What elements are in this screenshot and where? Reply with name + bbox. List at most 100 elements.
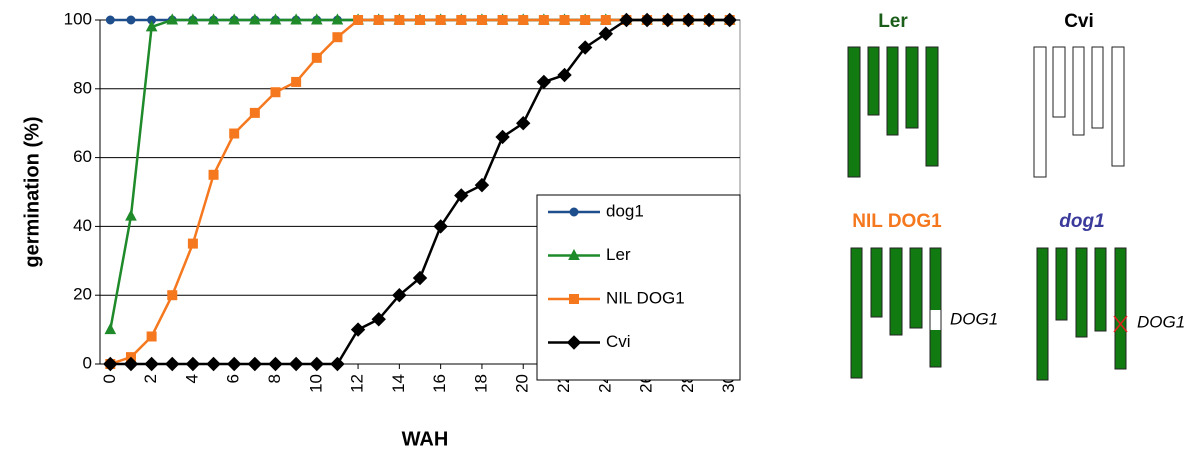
marker: [566, 335, 582, 350]
chromosome: [847, 46, 861, 178]
marker: [105, 15, 115, 25]
marker: [269, 13, 282, 25]
marker: [474, 177, 490, 193]
marker: [332, 32, 343, 43]
marker: [433, 219, 448, 234]
marker: [350, 322, 366, 337]
legend-label: NIL DOG1: [606, 288, 685, 307]
chromosome: [867, 46, 880, 116]
y-tick-label: 100: [64, 9, 92, 28]
marker: [568, 248, 580, 260]
marker: [207, 13, 220, 25]
marker: [722, 12, 737, 28]
marker: [435, 15, 446, 25]
chromosome: [870, 247, 883, 318]
marker: [569, 294, 579, 304]
legend: dog1 Ler NIL DOG1 Cvi: [548, 201, 685, 351]
locus-label: DOG1: [950, 309, 998, 328]
marker: [518, 15, 529, 25]
marker: [497, 15, 508, 25]
marker: [185, 356, 201, 372]
marker: [371, 312, 386, 327]
marker: [559, 15, 570, 25]
chromosome: [905, 46, 919, 129]
marker: [310, 13, 323, 25]
marker: [249, 13, 261, 25]
marker: [373, 15, 384, 25]
x-tick-label: 4: [182, 374, 201, 383]
marker: [600, 15, 611, 25]
x-tick-label: 14: [389, 374, 408, 393]
marker: [456, 15, 467, 25]
y-tick-label: 60: [73, 147, 92, 166]
marker: [166, 13, 179, 25]
chromosome: [1052, 46, 1066, 118]
diagram-label: Ler: [878, 11, 908, 32]
marker: [249, 107, 260, 118]
marker: [331, 13, 344, 25]
marker: [701, 12, 717, 28]
x-tick-label: 10: [306, 374, 325, 393]
chromosome-diagram: Ler Cvi NIL DOG1 dog1 DOG1: [847, 11, 1185, 381]
marker: [330, 356, 345, 372]
legend-label: Cvi: [606, 332, 631, 351]
marker: [291, 76, 302, 87]
mutation-mark: [1113, 315, 1128, 333]
locus-label: DOG1: [1137, 312, 1185, 331]
y-tick-label: 40: [73, 216, 92, 235]
legend-label: dog1: [606, 201, 644, 220]
x-tick-label: 8: [265, 374, 284, 383]
chromosome: [925, 46, 939, 167]
y-axis-title: germination (%): [21, 116, 43, 267]
marker: [660, 12, 675, 28]
marker: [290, 13, 302, 25]
chromosome: [1072, 46, 1085, 136]
x-tick-label: 6: [224, 374, 243, 383]
marker: [392, 287, 407, 303]
marker: [228, 13, 241, 25]
marker: [577, 40, 593, 55]
marker: [167, 290, 178, 301]
x-axis-title: WAH: [402, 428, 449, 450]
cvi-chromosomes: [1033, 46, 1125, 178]
marker: [125, 209, 137, 221]
x-tick-label: 16: [430, 374, 449, 393]
marker: [144, 356, 159, 372]
chromosome: [1036, 247, 1049, 381]
marker: [415, 15, 425, 25]
marker: [639, 12, 655, 28]
cvi-segment: [930, 310, 941, 330]
marker: [247, 356, 263, 372]
ler-chromosomes: [847, 46, 939, 178]
marker: [412, 270, 428, 286]
chromosome: [1075, 247, 1088, 338]
marker: [569, 207, 579, 217]
chromosome: [1114, 247, 1127, 370]
chromosome: [850, 247, 863, 379]
x-tick-label: 0: [100, 374, 119, 383]
marker: [454, 188, 469, 203]
marker: [516, 115, 531, 131]
chromosome: [1094, 247, 1107, 332]
marker: [103, 356, 118, 372]
diagram-label: Cvi: [1064, 11, 1094, 32]
series: [103, 12, 737, 372]
chromosome: [1091, 46, 1104, 129]
chromosome: [909, 247, 923, 329]
marker: [145, 20, 158, 32]
marker: [187, 238, 198, 249]
chromosome: [1055, 247, 1068, 321]
chromosome: [886, 46, 899, 136]
chromosome: [929, 247, 942, 368]
marker: [226, 356, 242, 372]
marker: [309, 356, 324, 372]
y-tick-label: 0: [83, 353, 92, 372]
y-tick-label: 80: [73, 78, 92, 97]
chromosome: [1111, 46, 1125, 167]
marker: [146, 331, 157, 342]
marker: [580, 15, 591, 25]
legend-box: [536, 194, 741, 381]
chromosome: [889, 247, 903, 336]
marker: [538, 15, 549, 25]
